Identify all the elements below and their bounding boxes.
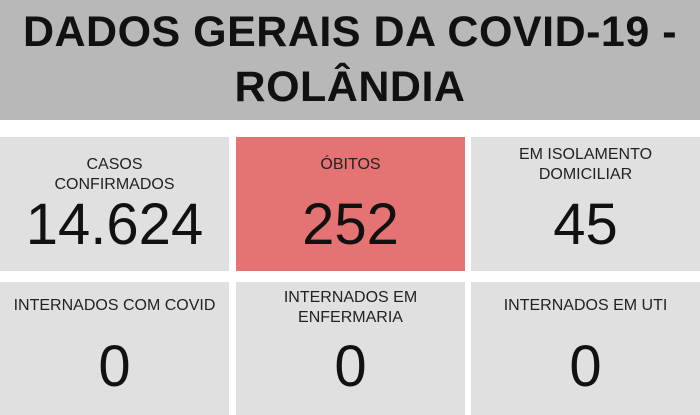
card-label: INTERNADOS EM UTI — [503, 297, 668, 314]
card-label: CASOS CONFIRMADOS — [54, 156, 175, 193]
card-value: 0 — [334, 334, 367, 399]
card-value: 0 — [98, 334, 131, 399]
card-casos-confirmados: CASOS CONFIRMADOS 14.624 — [0, 137, 229, 271]
card-internados-uti: INTERNADOS EM UTI 0 — [471, 282, 700, 415]
card-label: INTERNADOS EM ENFERMARIA — [283, 289, 418, 326]
card-obitos: ÓBITOS 252 — [236, 137, 465, 271]
card-internados-enfermaria: INTERNADOS EM ENFERMARIA 0 — [236, 282, 465, 415]
card-isolamento: EM ISOLAMENTO DOMICILIAR 45 — [471, 137, 700, 271]
card-label: INTERNADOS COM COVID — [13, 297, 216, 314]
page-title: DADOS GERAIS DA COVID-19 - ROLÂNDIA — [22, 8, 678, 111]
page-header: DADOS GERAIS DA COVID-19 - ROLÂNDIA — [0, 0, 700, 120]
card-value: 0 — [569, 334, 602, 399]
card-value: 45 — [553, 192, 618, 257]
card-label: EM ISOLAMENTO DOMICILIAR — [518, 146, 653, 183]
card-label: ÓBITOS — [320, 156, 381, 173]
card-value: 252 — [302, 192, 399, 257]
card-internados-covid: INTERNADOS COM COVID 0 — [0, 282, 229, 415]
card-value: 14.624 — [25, 192, 204, 257]
